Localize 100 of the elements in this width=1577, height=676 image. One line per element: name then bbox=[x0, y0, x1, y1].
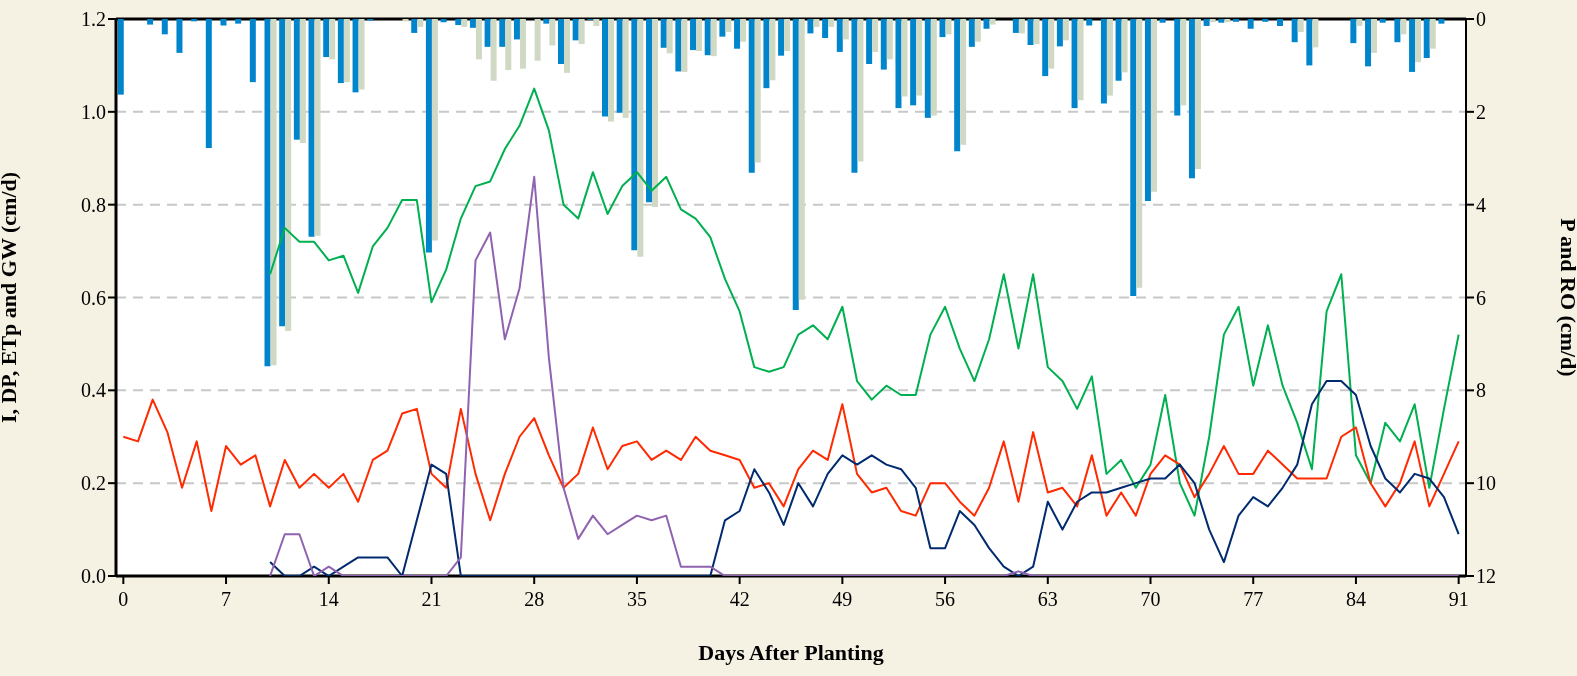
bar bbox=[851, 19, 858, 173]
line-series bbox=[269, 380, 1460, 576]
y-tick-label: 1.2 bbox=[81, 8, 106, 31]
bar bbox=[440, 19, 447, 23]
bar bbox=[813, 19, 820, 27]
y2-tick-label: 8 bbox=[1476, 379, 1486, 402]
bar bbox=[652, 19, 659, 207]
bar bbox=[1247, 19, 1254, 29]
bar bbox=[622, 19, 629, 118]
bar bbox=[513, 19, 520, 40]
bar bbox=[828, 19, 835, 27]
bar bbox=[748, 19, 755, 173]
bar bbox=[719, 19, 726, 37]
bar bbox=[1394, 19, 1401, 43]
bar bbox=[1188, 19, 1195, 179]
bar bbox=[681, 19, 688, 72]
x-tick-label: 70 bbox=[1140, 588, 1161, 610]
bar bbox=[602, 19, 608, 117]
bar bbox=[1409, 19, 1416, 72]
bar bbox=[1062, 19, 1069, 41]
bar bbox=[337, 19, 344, 84]
bar bbox=[1312, 19, 1319, 48]
x-axis-title: Days After Planting bbox=[698, 640, 884, 665]
bar bbox=[343, 19, 350, 83]
bar bbox=[880, 19, 887, 70]
bar bbox=[519, 19, 526, 69]
bar bbox=[1277, 19, 1283, 26]
y2-tick-label: 12 bbox=[1476, 565, 1496, 588]
bar bbox=[490, 19, 497, 81]
bar bbox=[792, 19, 799, 311]
bar bbox=[475, 19, 482, 60]
bar bbox=[866, 19, 873, 65]
bar bbox=[299, 19, 306, 143]
x-tick-label: 0 bbox=[118, 588, 129, 610]
bar bbox=[593, 19, 600, 26]
x-tick-label: 84 bbox=[1345, 588, 1366, 610]
bar bbox=[924, 19, 931, 118]
bar bbox=[836, 19, 843, 52]
bar bbox=[857, 19, 864, 162]
bar bbox=[769, 19, 776, 81]
bar bbox=[1012, 19, 1019, 33]
bar bbox=[1136, 19, 1143, 288]
bar bbox=[1371, 19, 1378, 53]
bar bbox=[1130, 19, 1137, 297]
bar bbox=[358, 19, 365, 90]
bar bbox=[417, 19, 424, 27]
bar bbox=[1224, 19, 1231, 23]
bar bbox=[1438, 19, 1445, 24]
y2-tick-label: 2 bbox=[1476, 100, 1486, 123]
bar bbox=[1159, 19, 1166, 23]
bar bbox=[117, 19, 124, 95]
bar bbox=[323, 19, 330, 58]
bar bbox=[1232, 19, 1239, 22]
x-tick-label: 42 bbox=[729, 588, 750, 610]
x-tick-label: 21 bbox=[421, 588, 442, 610]
y2-axis-title: P and RO (cm/d) bbox=[1556, 218, 1577, 377]
bar bbox=[1291, 19, 1298, 43]
bar bbox=[974, 19, 981, 42]
bar bbox=[939, 19, 946, 38]
bar bbox=[616, 19, 623, 113]
y-tick-label: 0.4 bbox=[81, 379, 106, 402]
bar bbox=[1356, 19, 1363, 26]
bar bbox=[499, 19, 506, 47]
bar bbox=[293, 19, 300, 140]
bar bbox=[1071, 19, 1078, 109]
bar bbox=[1423, 19, 1430, 58]
x-tick-label: 77 bbox=[1243, 588, 1264, 610]
bar bbox=[220, 19, 227, 26]
bar bbox=[308, 19, 315, 237]
bar bbox=[1086, 19, 1093, 26]
bar bbox=[455, 19, 462, 26]
y2-tick-label: 6 bbox=[1476, 286, 1486, 309]
bar bbox=[352, 19, 359, 93]
bar bbox=[572, 19, 579, 41]
y2-tick-label: 10 bbox=[1476, 472, 1496, 495]
line-series bbox=[269, 87, 1460, 517]
y-axis-title: I, DP, ETp and GW (cm/d) bbox=[0, 171, 21, 424]
x-tick-label: 7 bbox=[221, 588, 232, 610]
bar bbox=[1018, 19, 1025, 34]
bar bbox=[549, 19, 556, 46]
bar bbox=[461, 19, 468, 27]
bar bbox=[264, 19, 271, 367]
bar bbox=[734, 19, 741, 49]
bar bbox=[763, 19, 770, 89]
x-tick-label: 91 bbox=[1448, 588, 1469, 610]
bar bbox=[872, 19, 879, 52]
bar bbox=[660, 19, 667, 48]
bar bbox=[690, 19, 697, 51]
bar bbox=[740, 19, 747, 42]
bar bbox=[563, 19, 570, 73]
bar bbox=[279, 19, 286, 327]
bar bbox=[1297, 19, 1304, 32]
bar bbox=[1218, 19, 1225, 23]
x-tick-label: 56 bbox=[935, 588, 956, 610]
x-tick-label: 63 bbox=[1037, 588, 1058, 610]
bar bbox=[1365, 19, 1372, 67]
bar bbox=[1100, 19, 1107, 104]
bar bbox=[968, 19, 975, 47]
bar bbox=[954, 19, 961, 152]
bar bbox=[1033, 19, 1040, 45]
